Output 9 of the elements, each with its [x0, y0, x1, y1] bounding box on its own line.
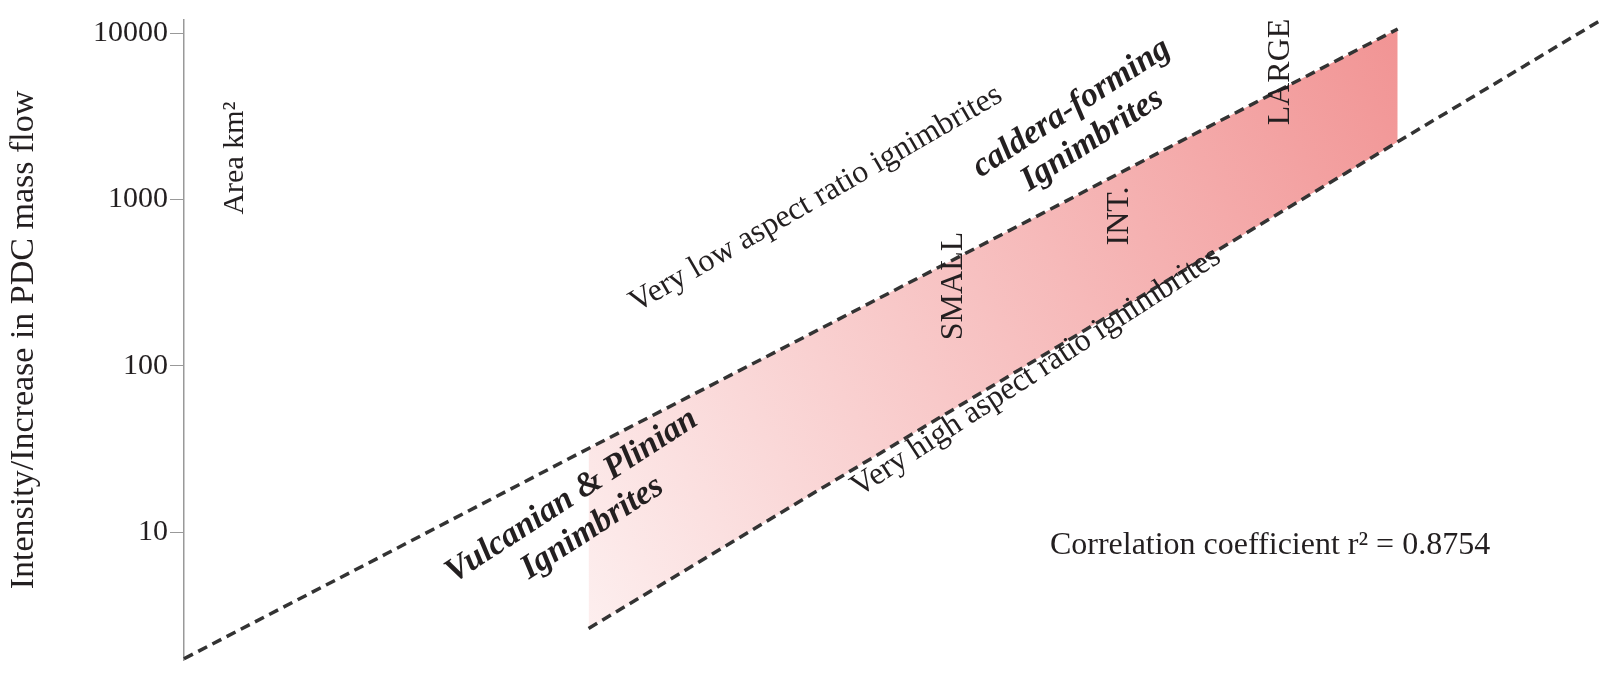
y-tick-label: 10: [138, 512, 168, 546]
y-tick-label: 1000: [108, 180, 168, 214]
annotation: LARGE: [1260, 18, 1297, 126]
annotation: SMALL: [933, 231, 970, 341]
annotation: Correlation coefficient r² = 0.8754: [1049, 525, 1491, 562]
y-tick-label: 100: [123, 346, 168, 380]
y-axis-title: Intensity/Increase in PDC mass flow: [3, 90, 41, 590]
annotation: Area km²: [215, 101, 249, 215]
y-tick-label: 10000: [93, 14, 168, 48]
